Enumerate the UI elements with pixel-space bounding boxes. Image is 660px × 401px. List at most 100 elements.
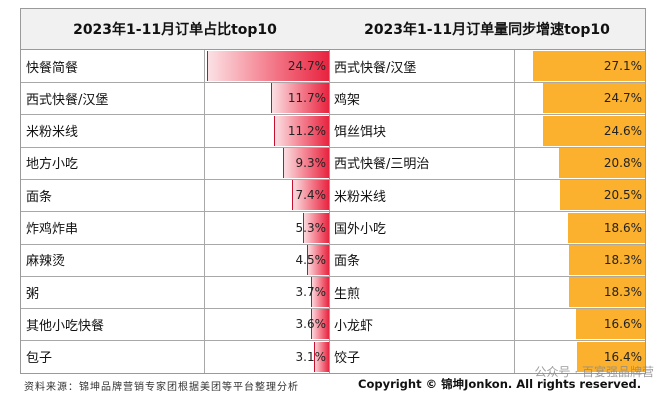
value-label: 11.7% bbox=[287, 91, 326, 106]
right-chart-row: 小龙虾 16.6% bbox=[329, 308, 645, 342]
value-label: 16.4% bbox=[603, 349, 642, 364]
bar bbox=[533, 51, 645, 81]
left-chart-row: 炸鸡炸串 5.3% bbox=[21, 211, 329, 245]
value-label: 24.7% bbox=[287, 59, 326, 73]
bar-cell: 16.6% bbox=[515, 308, 645, 340]
right-chart-row: 西式快餐/三明治 20.8% bbox=[329, 146, 645, 180]
bar-cell: 9.3% bbox=[205, 147, 329, 179]
bar-cell: 20.8% bbox=[515, 147, 645, 179]
right-chart-row: 饵丝饵块 24.6% bbox=[329, 114, 645, 148]
category-label: 粥 bbox=[21, 276, 205, 309]
bar-cell: 18.3% bbox=[515, 244, 645, 276]
bar bbox=[569, 244, 645, 275]
value-label: 20.5% bbox=[603, 188, 642, 203]
bar bbox=[292, 180, 329, 211]
category-label: 小龙虾 bbox=[329, 308, 515, 341]
value-label: 3.1% bbox=[295, 349, 327, 364]
right-chart-row: 米粉米线 20.5% bbox=[329, 179, 645, 213]
bar-cell: 24.7% bbox=[205, 50, 329, 82]
value-label: 7.4% bbox=[295, 188, 327, 203]
left-chart-rows: 快餐简餐 24.7% 西式快餐/汉堡 11.7% 米粉米线 11.2% 地方小吃 9.3% 面条… bbox=[21, 50, 329, 373]
left-chart-panel: 2023年1-11月订单占比top10 快餐简餐 24.7% 西式快餐/汉堡 11.7… bbox=[21, 9, 330, 373]
bar bbox=[576, 309, 645, 340]
category-label: 包子 bbox=[21, 340, 205, 373]
category-label: 国外小吃 bbox=[329, 211, 515, 244]
category-label: 面条 bbox=[21, 179, 205, 212]
bar-cell: 7.4% bbox=[205, 179, 329, 211]
bar bbox=[568, 212, 645, 243]
bar-cell: 4.5% bbox=[205, 244, 329, 276]
category-label: 饵丝饵块 bbox=[329, 114, 515, 147]
category-label: 西式快餐/汉堡 bbox=[329, 50, 515, 82]
value-label: 24.7% bbox=[603, 91, 642, 106]
left-chart-row: 麻辣烫 4.5% bbox=[21, 243, 329, 277]
bar bbox=[543, 115, 645, 146]
bar bbox=[559, 147, 645, 178]
bar bbox=[283, 147, 329, 178]
bar bbox=[569, 277, 645, 308]
left-chart-row: 面条 7.4% bbox=[21, 179, 329, 213]
value-label: 18.3% bbox=[603, 252, 642, 267]
category-label: 西式快餐/三明治 bbox=[329, 146, 515, 179]
bar-cell: 3.7% bbox=[205, 276, 329, 308]
bar-cell: 5.3% bbox=[205, 212, 329, 244]
left-chart-row: 其他小吃快餐 3.6% bbox=[21, 308, 329, 342]
chart-frame: 2023年1-11月订单占比top10 快餐简餐 24.7% 西式快餐/汉堡 11.7… bbox=[20, 8, 646, 374]
right-chart-panel: 2023年1-11月订单量同步增速top10 西式快餐/汉堡 27.1% 鸡架 24.… bbox=[329, 9, 645, 373]
bar bbox=[271, 83, 329, 114]
left-chart-row: 快餐简餐 24.7% bbox=[21, 50, 329, 83]
value-label: 16.6% bbox=[603, 317, 642, 332]
bar-cell: 20.5% bbox=[515, 179, 645, 211]
right-chart-title: 2023年1-11月订单量同步增速top10 bbox=[329, 9, 645, 50]
watermark-text: 公众号 · 百宴强品牌营 bbox=[534, 365, 654, 379]
right-chart-row: 鸡架 24.7% bbox=[329, 82, 645, 116]
bar-cell: 18.3% bbox=[515, 276, 645, 308]
category-label: 快餐简餐 bbox=[21, 50, 205, 82]
value-label: 3.7% bbox=[295, 285, 327, 300]
right-chart-row: 饺子 16.4% bbox=[329, 340, 645, 373]
left-chart-row: 西式快餐/汉堡 11.7% bbox=[21, 82, 329, 116]
right-chart-rows: 西式快餐/汉堡 27.1% 鸡架 24.7% 饵丝饵块 24.6% 西式快餐/三明治 20.8… bbox=[329, 50, 645, 373]
value-label: 11.2% bbox=[287, 123, 326, 138]
category-label: 面条 bbox=[329, 243, 515, 276]
category-label: 麻辣烫 bbox=[21, 243, 205, 276]
bar bbox=[310, 277, 329, 308]
bar-cell: 11.2% bbox=[205, 115, 329, 147]
bar-cell: 11.7% bbox=[205, 82, 329, 114]
bar bbox=[273, 115, 329, 146]
right-chart-row: 西式快餐/汉堡 27.1% bbox=[329, 50, 645, 83]
bar bbox=[560, 180, 645, 211]
category-label: 生煎 bbox=[329, 276, 515, 309]
bar bbox=[302, 212, 329, 243]
category-label: 其他小吃快餐 bbox=[21, 308, 205, 341]
value-label: 9.3% bbox=[295, 155, 327, 170]
bar-cell: 24.7% bbox=[515, 82, 645, 114]
category-label: 地方小吃 bbox=[21, 146, 205, 179]
bar-cell: 24.6% bbox=[515, 115, 645, 147]
bar-cell: 27.1% bbox=[515, 50, 645, 82]
bar bbox=[313, 341, 329, 372]
value-label: 18.6% bbox=[603, 220, 642, 235]
bar bbox=[306, 244, 329, 275]
value-label: 18.3% bbox=[603, 285, 642, 300]
right-chart-row: 面条 18.3% bbox=[329, 243, 645, 277]
bar bbox=[207, 51, 329, 81]
value-label: 24.6% bbox=[603, 123, 642, 138]
right-chart-row: 生煎 18.3% bbox=[329, 276, 645, 310]
left-chart-row: 米粉米线 11.2% bbox=[21, 114, 329, 148]
source-note: 资料来源：锦坤品牌营销专家团根据美团等平台整理分析 bbox=[24, 382, 299, 393]
category-label: 炸鸡炸串 bbox=[21, 211, 205, 244]
bar bbox=[542, 83, 645, 114]
bar-cell: 3.6% bbox=[205, 308, 329, 340]
bar-cell: 3.1% bbox=[205, 341, 329, 373]
left-chart-row: 地方小吃 9.3% bbox=[21, 146, 329, 180]
category-label: 西式快餐/汉堡 bbox=[21, 82, 205, 115]
category-label: 米粉米线 bbox=[21, 114, 205, 147]
value-label: 20.8% bbox=[603, 155, 642, 170]
left-chart-row: 粥 3.7% bbox=[21, 276, 329, 310]
value-label: 27.1% bbox=[603, 59, 642, 73]
bar-cell: 16.4% bbox=[515, 341, 645, 373]
right-chart-row: 国外小吃 18.6% bbox=[329, 211, 645, 245]
value-label: 4.5% bbox=[295, 252, 327, 267]
category-label: 饺子 bbox=[329, 340, 515, 373]
